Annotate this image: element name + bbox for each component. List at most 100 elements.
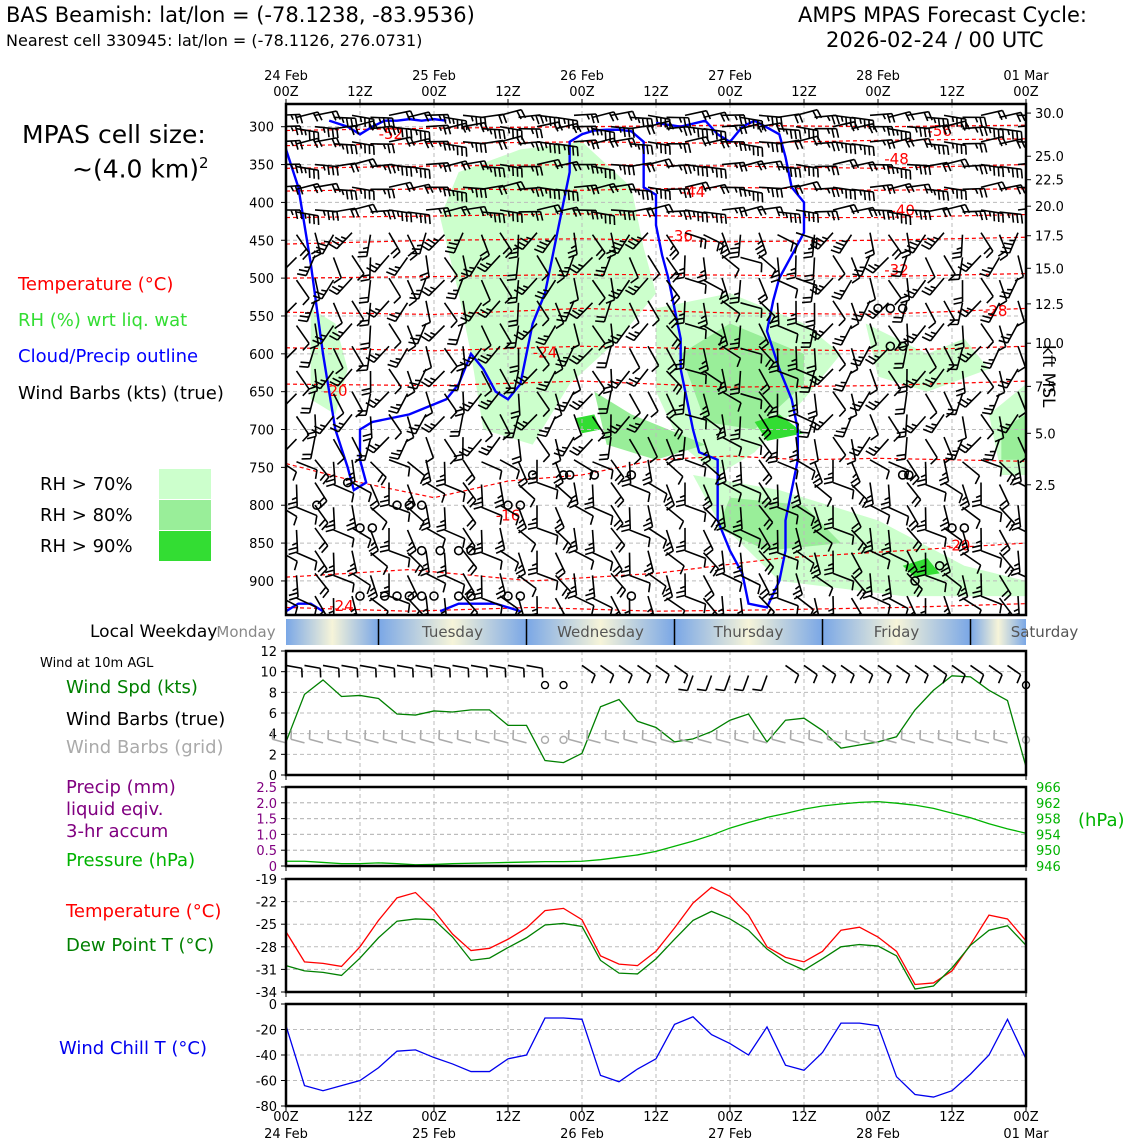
wind-barb xyxy=(296,165,320,180)
wind-barb xyxy=(555,160,582,172)
wind-barb xyxy=(536,186,561,200)
wind-barb xyxy=(296,137,323,149)
temperature-contour-label: -32 xyxy=(884,261,909,279)
wind-barb xyxy=(769,302,780,329)
weekday-band xyxy=(822,619,971,645)
wind-barb xyxy=(758,323,770,350)
wind-barb xyxy=(494,482,505,509)
wind-barb xyxy=(824,596,835,615)
wind-barb xyxy=(809,368,834,386)
wind-barb xyxy=(998,484,1010,511)
temp-panel-label: Temperature (°C) xyxy=(66,901,222,922)
wind-barb xyxy=(499,549,520,572)
bottom-hour-label: 00Z xyxy=(421,1110,447,1125)
wind-barb xyxy=(740,160,767,171)
bottom-hour-label: 00Z xyxy=(717,1110,743,1125)
wind-barb xyxy=(515,552,527,579)
wind-barb xyxy=(1017,345,1026,373)
wind-barb xyxy=(869,459,890,480)
calm-wind-circle xyxy=(435,545,445,556)
wind-barb xyxy=(887,234,902,261)
wind-barb xyxy=(333,116,358,128)
top-hour-label: 00Z xyxy=(273,85,299,100)
surface-wind-barb-grid xyxy=(715,729,731,744)
wind-barb xyxy=(962,142,988,153)
calm-wind-circle xyxy=(466,545,476,556)
wind-barb xyxy=(536,572,559,591)
wind-barb xyxy=(980,323,995,349)
cell-size-line1: MPAS cell size: xyxy=(22,120,206,149)
wind-barb xyxy=(480,415,493,443)
wind-barb xyxy=(479,234,491,261)
wind-barb xyxy=(806,348,817,374)
wind-barb xyxy=(647,254,661,282)
wind-barb xyxy=(478,436,501,456)
wind-barb xyxy=(721,345,742,368)
weekday-label: Local Weekday xyxy=(90,622,218,642)
wind-barb xyxy=(425,140,451,151)
wind-barb xyxy=(1017,527,1026,533)
surface-wind-barb-grid xyxy=(623,729,638,744)
wind-barb xyxy=(407,183,434,195)
wind-barb xyxy=(480,325,492,352)
surface-wind-barb xyxy=(785,664,800,684)
wind-barb xyxy=(513,322,538,341)
top-hour-label: 12Z xyxy=(791,85,817,100)
wind-barb xyxy=(388,459,411,477)
calm-wind-circle xyxy=(367,523,378,533)
wind-barb xyxy=(425,207,452,218)
wind-barb xyxy=(900,232,912,259)
wind-barb xyxy=(684,504,707,523)
wind-barb xyxy=(367,575,379,602)
pressure-tick-label: 350 xyxy=(249,159,274,174)
wind-barb xyxy=(357,234,372,258)
wind-barb xyxy=(407,211,431,225)
wind-barb xyxy=(906,527,923,553)
wind-barb xyxy=(684,368,707,385)
wind-barb xyxy=(702,506,720,531)
wind-barb xyxy=(721,161,748,172)
surface-wind-barb-grid xyxy=(419,729,435,744)
wind-barb xyxy=(555,143,579,157)
wind-barb xyxy=(628,302,640,330)
wind-barb xyxy=(421,595,429,615)
wind-barb xyxy=(715,414,727,441)
cell-size-line2: ~(4.0 km)2 xyxy=(72,154,209,183)
wind-barb xyxy=(888,597,909,615)
calm-wind-circle xyxy=(527,470,538,480)
wind-barb xyxy=(598,436,612,461)
wind-barb xyxy=(388,209,413,223)
wind-barb xyxy=(721,186,747,197)
surface-wind-barb xyxy=(600,664,615,684)
precip-ytick-label: 2.5 xyxy=(256,781,277,796)
wind-barb xyxy=(537,416,557,438)
wind-barb xyxy=(814,114,841,125)
wind-barb xyxy=(311,232,322,259)
wind-barb xyxy=(814,141,840,152)
wind-barb xyxy=(462,114,487,127)
calm-wind-circle xyxy=(355,523,365,533)
wind-barb xyxy=(665,325,682,351)
wind-barb xyxy=(721,206,748,217)
wind-barb xyxy=(328,277,353,296)
wind-barb xyxy=(368,529,380,557)
wind-barb xyxy=(832,436,847,463)
wind-barb xyxy=(758,527,771,554)
wind-barb xyxy=(425,186,451,197)
wind-barb xyxy=(995,370,1006,398)
wind-barb xyxy=(286,347,298,360)
wind-barb xyxy=(852,255,871,277)
surface-wind-barb-grid xyxy=(678,729,694,744)
wind-barb xyxy=(592,111,619,122)
wind-barb xyxy=(740,347,763,364)
wind-barb xyxy=(716,459,727,486)
surface-wind-barb xyxy=(988,664,1003,684)
wind-barb xyxy=(809,413,834,431)
wind-barb xyxy=(943,595,952,615)
surface-wind-barb xyxy=(951,664,966,684)
wind-barb xyxy=(369,552,389,576)
wind-barb xyxy=(536,121,564,132)
wind-barb xyxy=(333,143,358,155)
legend-temperature: Temperature (°C) xyxy=(18,274,174,295)
wind-barb xyxy=(460,256,483,277)
